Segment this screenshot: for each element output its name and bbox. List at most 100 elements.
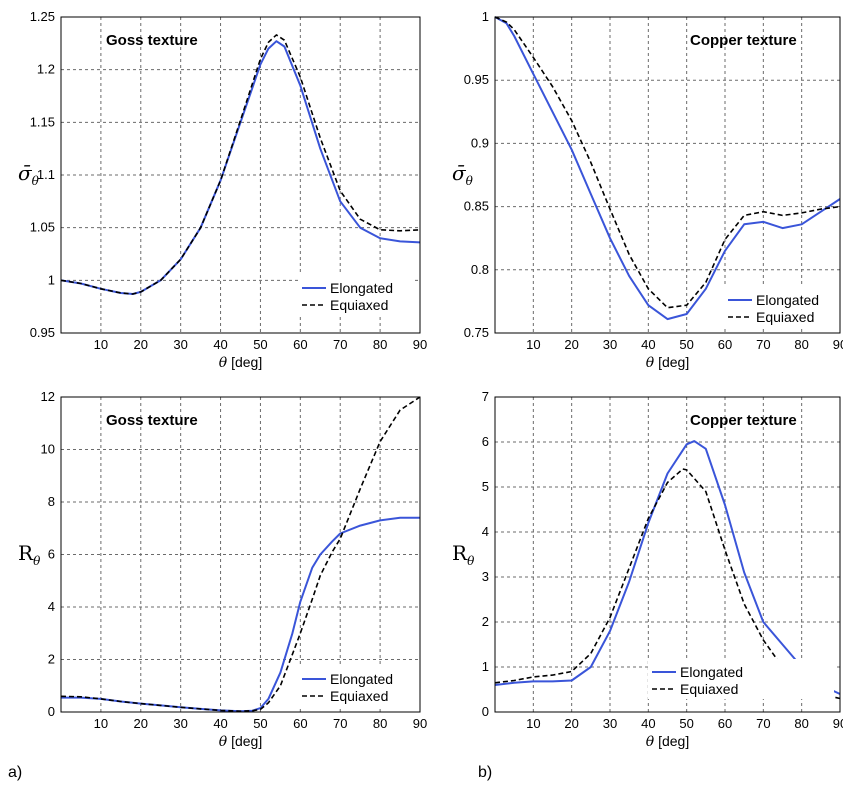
- legend-label-equiaxed: Equiaxed: [680, 681, 738, 697]
- y-tick-label: 1.2: [37, 62, 55, 77]
- x-tick-label: 90: [413, 716, 427, 731]
- x-tick-label: 10: [94, 716, 108, 731]
- x-tick-label: 10: [94, 337, 108, 352]
- y-tick-label: 0: [48, 704, 55, 719]
- chart-title: Copper texture: [690, 412, 797, 429]
- x-tick-label: 30: [603, 716, 617, 731]
- y-tick-label: 10: [41, 442, 55, 457]
- y-tick-label: 12: [41, 389, 55, 404]
- y-tick-label: 3: [482, 569, 489, 584]
- y-tick-label: 4: [48, 599, 55, 614]
- y-tick-label: 0.95: [30, 325, 55, 340]
- y-axis-label: Rθ: [18, 541, 41, 568]
- y-tick-label: 6: [482, 434, 489, 449]
- axes-frame: [60, 396, 421, 713]
- y-tick-label: 4: [482, 524, 489, 539]
- x-tick-label: 80: [794, 337, 808, 352]
- legend-label-elongated: Elongated: [330, 671, 393, 687]
- y-tick-label: 2: [482, 614, 489, 629]
- y-tick-label: 0.75: [464, 325, 489, 340]
- series-line-equiaxed: [60, 396, 421, 712]
- x-tick-label: 30: [173, 337, 187, 352]
- chart-4: 0 1 2 3 4 5 6 7 10 20 30 40 50 60 70 80 90 Copper texture…: [452, 389, 843, 750]
- legend-label-elongated: Elongated: [680, 664, 743, 680]
- x-tick-label: 70: [333, 716, 347, 731]
- x-tick-label: 10: [526, 716, 540, 731]
- x-axis-label: θ [deg]: [219, 733, 262, 750]
- legend-label-equiaxed: Equiaxed: [330, 297, 388, 313]
- x-tick-label: 50: [253, 337, 267, 352]
- series-line-equiaxed: [60, 34, 421, 295]
- x-tick-label: 30: [603, 337, 617, 352]
- x-tick-label: 30: [173, 716, 187, 731]
- chart-title: Goss texture: [106, 412, 198, 429]
- x-tick-label: 20: [134, 337, 148, 352]
- x-tick-label: 90: [833, 716, 843, 731]
- x-tick-label: 10: [526, 337, 540, 352]
- panel-label-a: a): [8, 764, 23, 781]
- x-tick-label: 90: [833, 337, 843, 352]
- y-tick-label: 0.9: [471, 135, 489, 150]
- axes-frame: [494, 16, 841, 334]
- legend-label-elongated: Elongated: [756, 292, 819, 308]
- y-axis-label: σ̄θ: [452, 161, 474, 188]
- y-tick-label: 1.05: [30, 220, 55, 235]
- chart-2: 0.75 0.8 0.85 0.9 0.95 1 10 20 30 40 50 60 70 80 90 Cop…: [452, 9, 843, 371]
- x-tick-label: 40: [213, 337, 227, 352]
- y-tick-label: 1: [48, 272, 55, 287]
- y-tick-label: 1: [482, 9, 489, 24]
- panel-label-b: b): [478, 764, 493, 781]
- y-tick-label: 0: [482, 704, 489, 719]
- y-tick-label: 0.95: [464, 72, 489, 87]
- x-tick-label: 80: [373, 716, 387, 731]
- x-tick-label: 70: [333, 337, 347, 352]
- plot-area: [495, 17, 840, 333]
- x-tick-label: 20: [564, 716, 578, 731]
- y-tick-label: 1.25: [30, 9, 55, 24]
- x-tick-label: 60: [718, 337, 732, 352]
- chart-title: Goss texture: [106, 32, 198, 49]
- x-tick-label: 90: [413, 337, 427, 352]
- chart-1: 0.95 1 1.05 1.1 1.15 1.2 1.25 10 20 30 40 50 60 70 80 9…: [18, 9, 427, 371]
- legend-label-elongated: Elongated: [330, 280, 393, 296]
- x-tick-label: 60: [718, 716, 732, 731]
- series-line-equiaxed: [494, 16, 841, 309]
- x-tick-label: 40: [641, 716, 655, 731]
- y-axis-label: Rθ: [452, 541, 475, 568]
- legend-label-equiaxed: Equiaxed: [756, 309, 814, 325]
- y-tick-label: 1.1: [37, 167, 55, 182]
- y-tick-label: 1: [482, 659, 489, 674]
- legend-box: [724, 287, 834, 327]
- x-axis-label: θ [deg]: [646, 733, 689, 750]
- plot-area: [61, 397, 420, 712]
- chart-3: 0 2 4 6 8 10 12 10 20 30 40 50 60 70 80 90 Goss texture θ…: [18, 389, 427, 750]
- y-tick-label: 7: [482, 389, 489, 404]
- x-tick-label: 80: [794, 716, 808, 731]
- x-tick-label: 60: [293, 716, 307, 731]
- x-tick-label: 70: [756, 337, 770, 352]
- x-axis-label: θ [deg]: [219, 354, 262, 371]
- axes-frame: [60, 16, 421, 334]
- x-tick-label: 60: [293, 337, 307, 352]
- legend-box: [298, 666, 414, 706]
- chart-title: Copper texture: [690, 32, 797, 49]
- axes-frame: [494, 396, 841, 713]
- series-line-elongated: [494, 16, 841, 321]
- legend-box: [298, 275, 414, 315]
- x-tick-label: 50: [679, 337, 693, 352]
- x-tick-label: 80: [373, 337, 387, 352]
- y-tick-label: 2: [48, 652, 55, 667]
- x-tick-label: 40: [213, 716, 227, 731]
- y-tick-label: 1.15: [30, 114, 55, 129]
- x-tick-label: 50: [253, 716, 267, 731]
- legend-label-equiaxed: Equiaxed: [330, 688, 388, 704]
- x-tick-label: 70: [756, 716, 770, 731]
- x-tick-label: 50: [679, 716, 693, 731]
- y-axis-label: σ̄θ: [18, 161, 40, 188]
- series-line-elongated: [494, 440, 841, 695]
- y-tick-label: 5: [482, 479, 489, 494]
- y-tick-label: 8: [48, 494, 55, 509]
- x-tick-label: 40: [641, 337, 655, 352]
- y-tick-label: 0.8: [471, 262, 489, 277]
